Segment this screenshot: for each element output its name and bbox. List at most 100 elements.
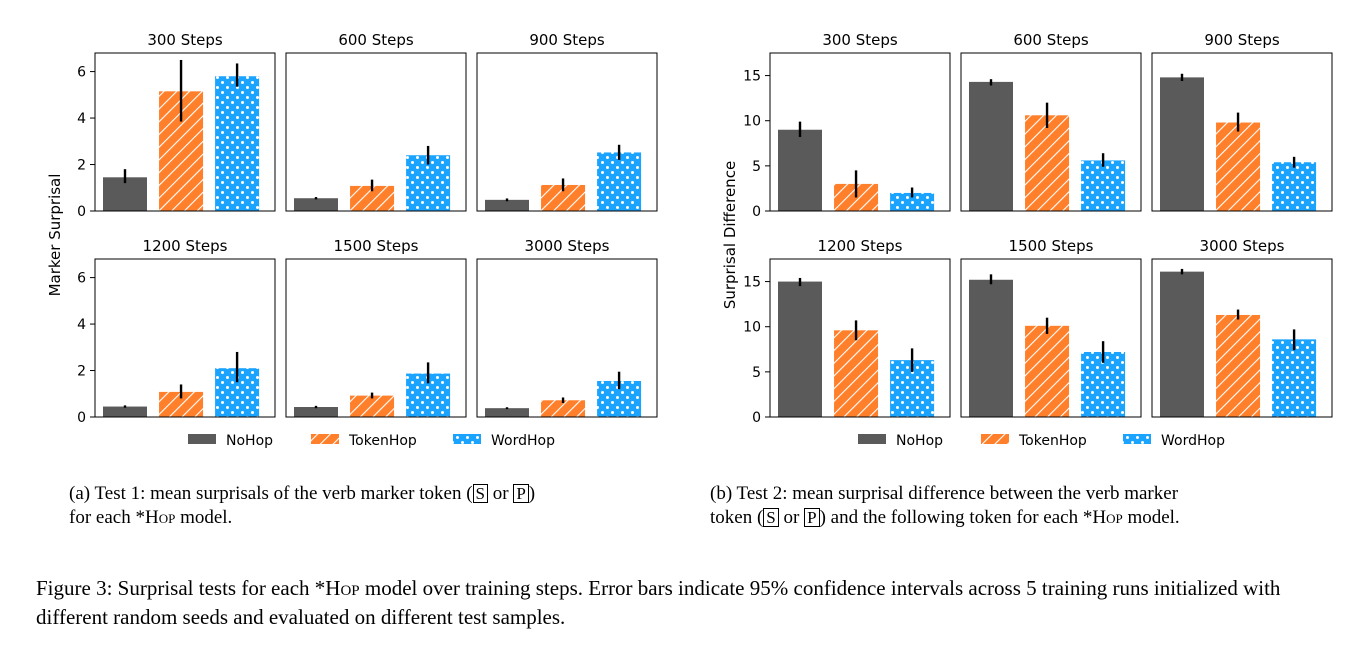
- legend: NoHop TokenHop WordHop: [858, 433, 1225, 449]
- y-tick-label: 0: [77, 204, 86, 220]
- tokenhop-bar: [350, 395, 395, 417]
- nohop-bar: [485, 199, 529, 211]
- nohop-bar: [294, 407, 338, 417]
- y-tick-label: 4: [77, 111, 86, 127]
- panel-frame: [769, 258, 951, 418]
- panel-title: 900 Steps: [529, 31, 605, 49]
- panel-frame: [960, 258, 1142, 418]
- wordhop-bar: [1081, 160, 1126, 211]
- subcaption-b-line1: (b) Test 2: mean surprisal difference be…: [710, 483, 1179, 504]
- marker-box-p: P: [804, 508, 820, 527]
- panel-frame: [1151, 258, 1333, 418]
- legend-label: NoHop: [896, 433, 943, 449]
- nohop-bar: [969, 279, 1013, 417]
- panel-title: 900 Steps: [1204, 31, 1280, 49]
- y-tick-label: 10: [743, 320, 761, 336]
- subcaption-b: (b) Test 2: mean surprisal difference be…: [710, 482, 1350, 530]
- panel-title: 300 Steps: [822, 31, 898, 49]
- marker-box-s: S: [763, 508, 779, 527]
- subcaption-b-line2: token (S or P) and the following token f…: [710, 507, 1180, 528]
- y-tick-label: 4: [77, 317, 86, 333]
- chart-group-b: 300 Steps 0 5 10 15 600 Steps 900 Steps 1200 St…: [721, 31, 1333, 449]
- panel-title: 3000 Steps: [525, 237, 610, 255]
- panel-title: 1500 Steps: [1009, 237, 1094, 255]
- panel-frame: [769, 52, 951, 212]
- panel-frame: [960, 52, 1142, 212]
- wordhop-bar: [1272, 339, 1317, 417]
- nohop-bar: [778, 129, 822, 211]
- legend-swatch: [188, 434, 216, 444]
- panel-title: 1500 Steps: [334, 237, 419, 255]
- subcaption-a: (a) Test 1: mean surprisals of the verb …: [69, 482, 669, 530]
- y-tick-label: 0: [77, 410, 86, 426]
- panel-frame: [476, 258, 658, 418]
- nohop-bar: [1160, 271, 1204, 417]
- tokenhop-bar: [1216, 122, 1261, 211]
- panel-title: 3000 Steps: [1200, 237, 1285, 255]
- y-tick-label: 0: [752, 204, 761, 220]
- panel: 300 Steps 0 5 10 15: [743, 31, 951, 220]
- panel: 1500 Steps: [960, 237, 1142, 418]
- panel: 1200 Steps 0 2 4 6: [77, 237, 276, 426]
- wordhop-bar: [215, 76, 260, 211]
- panel: 3000 Steps: [476, 237, 658, 418]
- panel-frame: [285, 52, 467, 212]
- nohop-bar: [969, 81, 1013, 212]
- y-tick-label: 15: [743, 275, 761, 291]
- legend-swatch: [981, 434, 1009, 444]
- legend-label: WordHop: [491, 433, 555, 449]
- subcaption-a-line1: (a) Test 1: mean surprisals of the verb …: [69, 483, 536, 504]
- y-axis-label: Marker Surprisal: [46, 174, 64, 297]
- legend-swatch: [453, 434, 481, 444]
- y-tick-label: 10: [743, 114, 761, 130]
- nohop-bar: [1160, 77, 1204, 212]
- chart-group-a: 300 Steps 0 2 4 6 600 Steps 900 Steps 1200 Step…: [46, 31, 658, 449]
- legend-label: TokenHop: [348, 433, 417, 449]
- panel-frame: [285, 258, 467, 418]
- panel: 3000 Steps: [1151, 237, 1333, 418]
- panel: 900 Steps: [476, 31, 658, 212]
- y-tick-label: 2: [77, 158, 86, 174]
- figure-caption: Figure 3: Surprisal tests for each *Hop …: [36, 576, 1281, 629]
- nohop-bar: [485, 408, 529, 417]
- legend-swatch: [1123, 434, 1151, 444]
- wordhop-bar: [1272, 162, 1317, 211]
- wordhop-bar: [890, 192, 935, 211]
- y-tick-label: 5: [752, 159, 761, 175]
- subcaption-a-line2: for each *Hop model.: [69, 507, 233, 528]
- tokenhop-bar: [1216, 314, 1261, 417]
- y-tick-label: 15: [743, 69, 761, 85]
- y-tick-label: 6: [77, 271, 86, 287]
- y-tick-label: 2: [77, 364, 86, 380]
- y-tick-label: 6: [77, 65, 86, 81]
- tokenhop-bar: [1025, 115, 1070, 211]
- panel: 900 Steps: [1151, 31, 1333, 212]
- legend-swatch: [858, 434, 886, 444]
- nohop-bar: [294, 198, 338, 211]
- wordhop-bar: [597, 152, 642, 211]
- y-axis-label: Surprisal Difference: [721, 161, 739, 309]
- panel-title: 300 Steps: [147, 31, 223, 49]
- panel: 1200 Steps 0 5 10 15: [743, 237, 951, 426]
- tokenhop-bar: [834, 330, 879, 417]
- tokenhop-bar: [1025, 325, 1070, 417]
- figure-charts: 300 Steps 0 2 4 6 600 Steps 900 Steps 1200 Step…: [46, 31, 1333, 449]
- panel-frame: [476, 52, 658, 212]
- nohop-bar: [778, 281, 822, 417]
- panel-title: 1200 Steps: [818, 237, 903, 255]
- marker-box-p: P: [513, 484, 529, 503]
- legend: NoHop TokenHop WordHop: [188, 433, 555, 449]
- panel-title: 1200 Steps: [143, 237, 228, 255]
- legend-label: WordHop: [1161, 433, 1225, 449]
- panel: 600 Steps: [285, 31, 467, 212]
- legend-label: NoHop: [226, 433, 273, 449]
- panel: 600 Steps: [960, 31, 1142, 212]
- marker-box-s: S: [472, 484, 488, 503]
- y-tick-label: 0: [752, 410, 761, 426]
- nohop-bar: [103, 406, 147, 417]
- panel-title: 600 Steps: [338, 31, 414, 49]
- panel: 300 Steps 0 2 4 6: [77, 31, 276, 220]
- y-tick-label: 5: [752, 365, 761, 381]
- panel-title: 600 Steps: [1013, 31, 1089, 49]
- panel-frame: [1151, 52, 1333, 212]
